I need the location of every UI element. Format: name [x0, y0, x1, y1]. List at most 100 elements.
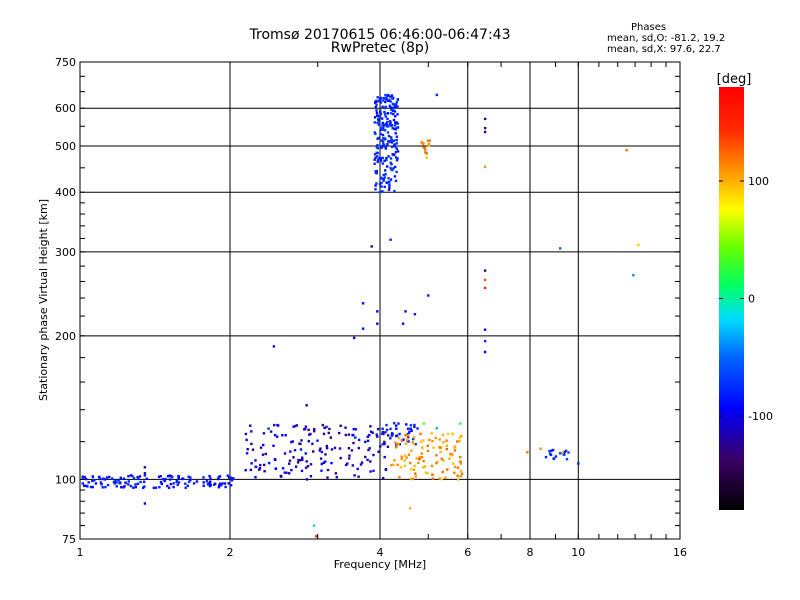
- data-point: [120, 486, 123, 489]
- data-point: [387, 188, 391, 192]
- data-point: [408, 430, 411, 433]
- data-point: [440, 477, 443, 481]
- data-point: [375, 103, 378, 107]
- data-point: [115, 485, 118, 488]
- data-point: [394, 150, 398, 154]
- data-point: [383, 123, 386, 126]
- data-point: [413, 464, 416, 468]
- chart-subtitle: RwPretec (8p): [330, 40, 430, 56]
- data-point: [395, 427, 398, 430]
- data-point: [392, 139, 395, 142]
- data-point: [382, 179, 385, 182]
- data-point: [389, 95, 392, 98]
- data-point: [563, 450, 566, 454]
- data-point: [483, 117, 487, 121]
- data-point: [459, 456, 462, 459]
- data-point: [387, 434, 390, 437]
- data-point: [250, 442, 253, 446]
- data-point: [176, 483, 179, 486]
- data-point: [379, 176, 382, 179]
- data-point: [412, 442, 415, 445]
- data-points: [81, 93, 640, 538]
- data-point: [246, 448, 249, 451]
- data-point: [112, 480, 116, 483]
- data-point: [388, 104, 391, 107]
- data-point: [398, 475, 401, 479]
- data-point: [432, 446, 435, 449]
- data-point: [136, 482, 140, 485]
- data-point: [217, 486, 221, 489]
- data-point: [374, 132, 377, 136]
- data-point: [449, 452, 452, 456]
- x-tick-label: 8: [527, 546, 534, 559]
- data-point: [410, 429, 413, 432]
- data-point: [425, 156, 428, 159]
- data-point: [83, 484, 86, 487]
- data-point: [385, 95, 389, 98]
- data-point: [296, 461, 300, 464]
- data-point: [383, 113, 387, 116]
- data-point: [446, 468, 449, 471]
- data-point: [356, 467, 359, 471]
- data-point: [445, 439, 448, 442]
- data-point: [295, 424, 299, 427]
- data-point: [186, 484, 189, 487]
- data-point: [143, 502, 147, 505]
- data-point: [129, 484, 133, 488]
- data-point: [390, 94, 394, 97]
- data-point: [267, 427, 270, 430]
- data-point: [397, 422, 400, 425]
- data-point: [376, 435, 379, 438]
- data-point: [103, 478, 107, 481]
- data-point: [274, 467, 278, 470]
- data-point: [288, 459, 292, 462]
- data-point: [145, 477, 148, 480]
- y-tick-label: 200: [55, 330, 76, 343]
- data-point: [374, 100, 377, 104]
- data-point: [421, 446, 424, 449]
- data-point: [122, 486, 125, 489]
- data-point: [292, 456, 295, 459]
- data-point: [305, 478, 309, 481]
- data-point: [550, 449, 553, 452]
- data-point: [411, 441, 414, 444]
- data-point: [166, 484, 169, 488]
- data-point: [181, 477, 184, 481]
- data-point: [382, 432, 385, 436]
- data-point: [425, 152, 428, 155]
- data-point: [97, 475, 101, 479]
- data-point: [344, 426, 347, 429]
- data-point: [229, 476, 232, 479]
- data-point: [438, 477, 442, 480]
- data-point: [387, 140, 390, 143]
- data-point: [453, 446, 456, 449]
- data-point: [559, 247, 562, 250]
- data-point: [283, 471, 286, 474]
- data-point: [407, 453, 411, 456]
- data-point: [427, 294, 430, 297]
- data-point: [395, 135, 399, 138]
- data-point: [561, 451, 564, 454]
- colorbar-tick-label: -100: [748, 410, 773, 423]
- data-point: [381, 162, 384, 165]
- data-point: [422, 466, 425, 469]
- data-point: [264, 452, 267, 456]
- colorbar-ticks: 100 0 -100: [719, 175, 773, 423]
- data-point: [382, 178, 385, 181]
- data-point: [564, 449, 568, 452]
- data-point: [375, 182, 378, 185]
- data-point: [387, 177, 390, 180]
- data-point: [431, 477, 435, 480]
- data-point: [117, 479, 120, 482]
- data-point: [404, 442, 408, 446]
- data-point: [373, 158, 376, 161]
- data-point: [263, 463, 266, 467]
- data-point: [129, 474, 133, 477]
- data-point: [393, 124, 397, 127]
- data-point: [453, 465, 457, 469]
- data-point: [272, 345, 276, 348]
- data-point: [435, 461, 438, 465]
- data-point: [333, 446, 337, 450]
- data-point: [390, 124, 393, 127]
- data-point: [375, 109, 378, 112]
